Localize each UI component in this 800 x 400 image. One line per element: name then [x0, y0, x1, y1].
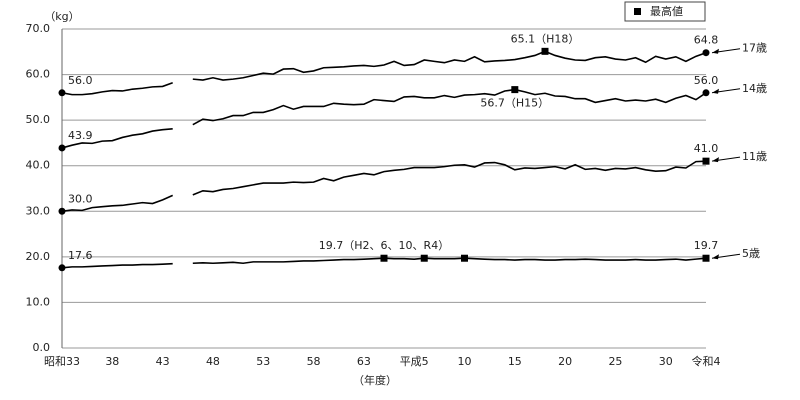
y-tick-label: 40.0 [26, 159, 51, 172]
series-name: 14歳 [742, 82, 767, 95]
x-tick-label: 令和4 [692, 354, 721, 368]
series-arrowhead [712, 88, 719, 94]
y-tick-label: 60.0 [26, 68, 51, 81]
series-line [61, 50, 707, 96]
y-unit-label: （kg） [44, 10, 79, 23]
y-tick-label: 30.0 [26, 204, 51, 217]
max-marker [511, 86, 519, 94]
series-arrowhead [712, 254, 719, 260]
end-marker [702, 49, 710, 57]
x-tick-label: 43 [156, 355, 170, 368]
x-tick-label: 63 [357, 355, 371, 368]
value-label: 56.0 [694, 74, 719, 87]
series-name: 17歳 [742, 42, 767, 55]
x-tick-label: 48 [206, 355, 220, 368]
max-marker [420, 254, 428, 262]
x-tick-label: 20 [558, 355, 572, 368]
value-label: 56.7（H15） [480, 97, 549, 110]
series-name: 11歳 [742, 150, 767, 163]
series-line [61, 88, 707, 149]
x-tick-label: 平成5 [400, 355, 429, 368]
x-tick-label: 53 [256, 355, 270, 368]
series-arrowhead [712, 48, 719, 54]
series-name: 5歳 [742, 247, 760, 260]
y-tick-label: 10.0 [26, 295, 51, 308]
end-marker [58, 264, 66, 272]
x-tick-label: 58 [307, 355, 321, 368]
max-marker [702, 254, 710, 262]
legend-box [624, 1, 706, 22]
x-tick-label: 15 [508, 355, 522, 368]
end-marker [58, 144, 66, 152]
series-line [61, 257, 707, 269]
x-tick-label: 25 [608, 355, 622, 368]
series-arrowhead [712, 157, 719, 163]
y-tick-label: 0.0 [33, 341, 51, 354]
legend-label: 最高値 [650, 4, 683, 18]
x-tick-label: 38 [105, 355, 119, 368]
value-label: 17.6 [68, 249, 93, 262]
value-label: 56.0 [68, 74, 93, 87]
value-label: 41.0 [694, 142, 719, 155]
x-tick-label: 昭和33 [44, 355, 80, 368]
value-label: 65.1（H18） [511, 32, 580, 45]
x-tick-label: 30 [659, 355, 673, 368]
max-marker [702, 157, 710, 165]
value-label: 19.7 [694, 239, 719, 252]
y-tick-label: 20.0 [26, 250, 51, 263]
value-label: 64.8 [694, 34, 719, 47]
value-label: 19.7（H2、6、10、R4） [319, 239, 449, 252]
y-tick-label: 50.0 [26, 113, 51, 126]
series-line [61, 160, 707, 213]
y-tick-label: 70.0 [26, 22, 51, 35]
value-label: 30.0 [68, 192, 93, 205]
value-label: 43.9 [68, 129, 93, 142]
max-marker [461, 254, 468, 262]
x-tick-label: 10 [458, 355, 472, 368]
legend-marker [634, 8, 641, 15]
end-marker [702, 89, 710, 97]
end-marker [58, 207, 66, 215]
max-marker [541, 47, 549, 55]
x-axis-label: （年度） [353, 373, 397, 387]
end-marker [58, 89, 66, 97]
max-marker [380, 254, 388, 262]
